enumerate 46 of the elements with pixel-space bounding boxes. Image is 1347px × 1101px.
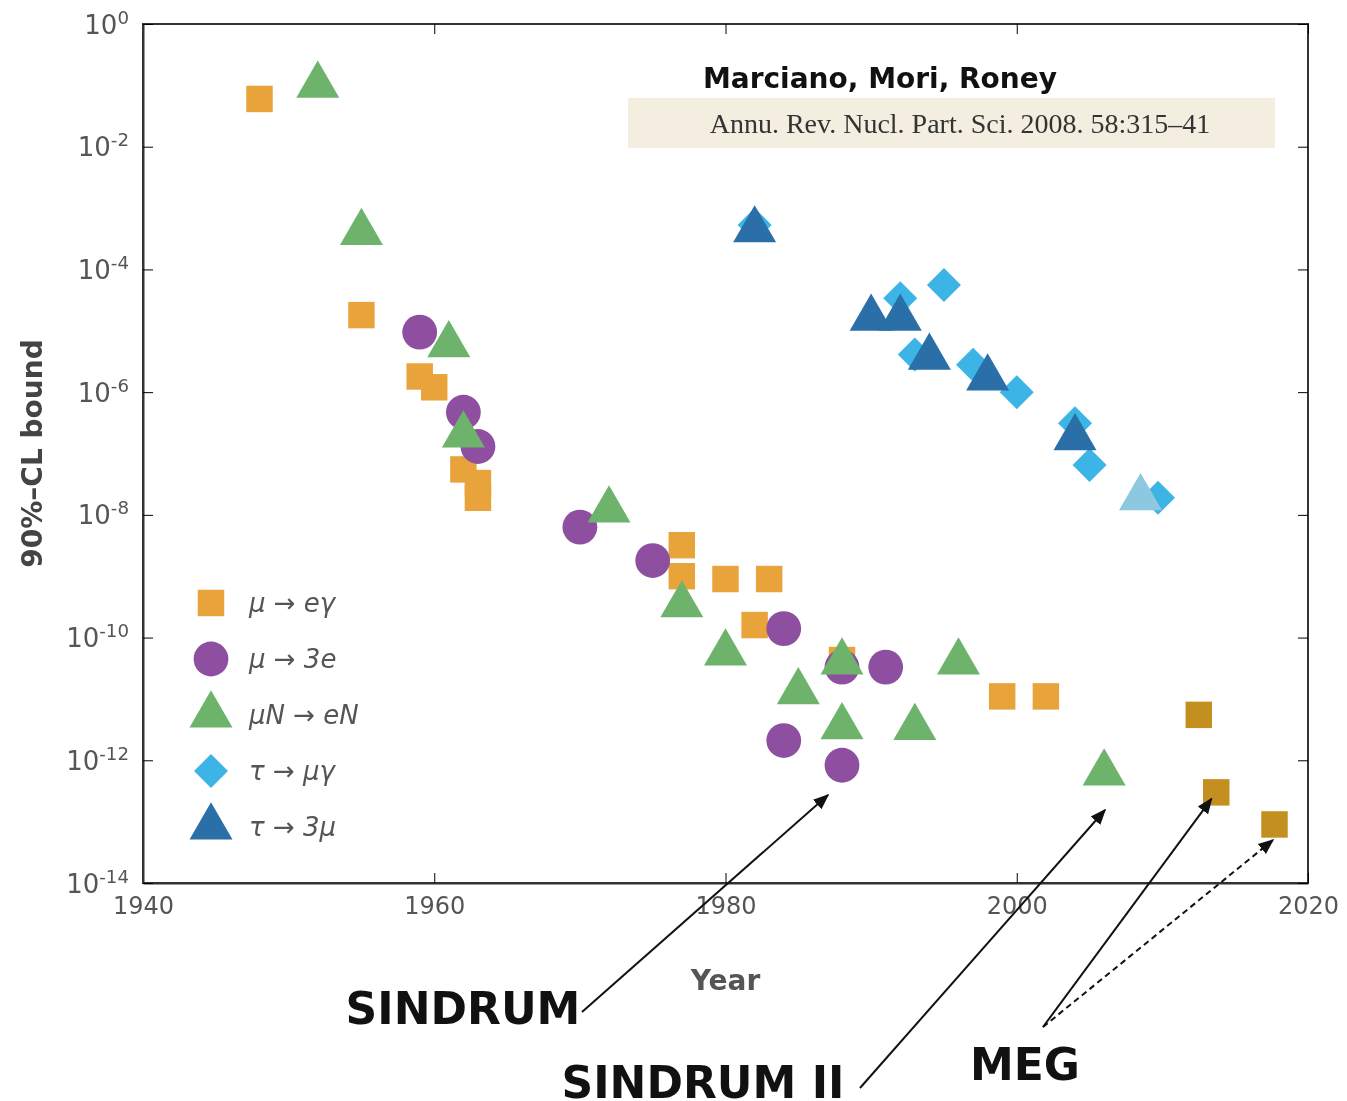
point <box>766 723 802 758</box>
point <box>668 562 696 590</box>
point <box>755 565 783 593</box>
point <box>1185 701 1213 729</box>
point <box>824 747 860 783</box>
point <box>988 683 1016 710</box>
x-tick-label: 2020 <box>1277 892 1340 921</box>
y-tick-label: 10$^{-12}$ <box>66 742 129 776</box>
text: SINDRUM II <box>561 1057 845 1101</box>
point <box>926 267 961 302</box>
y-tick-label: 10$^{-2}$ <box>77 128 129 163</box>
point <box>712 565 739 593</box>
point <box>999 375 1034 410</box>
point <box>246 85 273 113</box>
y-tick-label: 10$^{-8}$ <box>77 496 129 531</box>
point <box>562 509 598 545</box>
point <box>421 374 448 401</box>
point <box>1032 683 1060 710</box>
y-tick-label: 10$^{-4}$ <box>77 251 129 286</box>
point <box>1203 779 1230 806</box>
point <box>741 611 768 639</box>
x-tick-label: 1980 <box>695 892 757 921</box>
x-axis-title: Year <box>689 964 761 997</box>
legend-label: μN → eN <box>248 700 359 731</box>
y-axis-title: 90%–CL bound <box>16 339 49 568</box>
point <box>635 543 671 578</box>
annotation: Marciano, Mori, Roney <box>702 62 1058 95</box>
point <box>348 301 375 329</box>
annotation: Annu. Rev. Nucl. Part. Sci. 2008. 58:315–41 <box>709 108 1211 139</box>
legend-label: μ → eγ <box>248 588 337 619</box>
legend-label: τ → μγ <box>249 756 337 787</box>
x-tick-label: 1960 <box>404 892 466 921</box>
y-tick-label: 10$^{-6}$ <box>77 374 129 408</box>
annotation: MEG <box>970 1039 1080 1090</box>
point <box>402 314 438 350</box>
legend-label: τ → 3μ <box>249 812 337 843</box>
legend-label: μ → 3e <box>248 644 337 675</box>
point <box>1261 811 1288 838</box>
point <box>464 484 492 511</box>
y-tick-label: 10$^{-10}$ <box>66 619 129 654</box>
point <box>766 611 802 646</box>
point <box>868 649 904 685</box>
y-tick-label: 10$^{0}$ <box>84 6 129 40</box>
point <box>668 531 696 559</box>
point <box>1072 447 1107 482</box>
text: SINDRUM <box>345 983 581 1034</box>
